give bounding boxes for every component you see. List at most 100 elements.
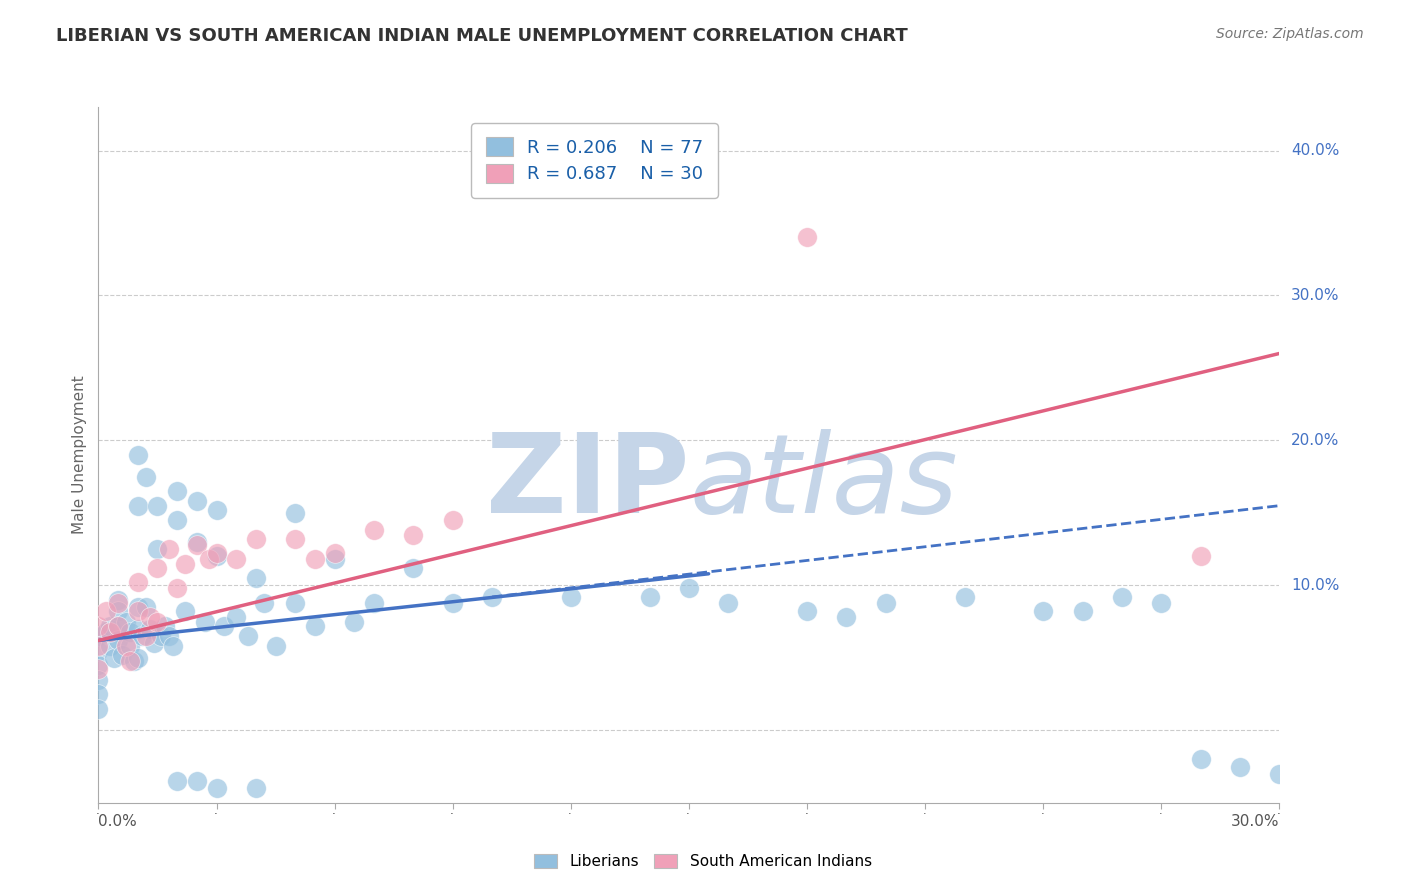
Y-axis label: Male Unemployment: Male Unemployment: [72, 376, 87, 534]
Point: [304, 619, 326, 633]
Point: [284, 596, 307, 610]
Point: [98, 639, 121, 653]
Point: [127, 605, 149, 619]
Point: [87, 687, 110, 701]
Point: [363, 596, 385, 610]
Point: [835, 610, 858, 624]
Point: [135, 600, 157, 615]
Text: 20.0%: 20.0%: [1291, 433, 1340, 448]
Point: [245, 571, 267, 585]
Text: ZIP: ZIP: [485, 429, 689, 536]
Point: [214, 619, 236, 633]
Point: [796, 230, 818, 244]
Point: [225, 552, 247, 566]
Point: [1032, 605, 1054, 619]
Point: [115, 639, 138, 653]
Point: [245, 781, 267, 796]
Point: [205, 546, 228, 561]
Point: [107, 633, 129, 648]
Point: [135, 469, 157, 483]
Point: [304, 552, 326, 566]
Point: [118, 624, 141, 639]
Point: [166, 582, 188, 596]
Point: [127, 651, 149, 665]
Point: [441, 596, 464, 610]
Point: [638, 590, 661, 604]
Point: [1268, 766, 1291, 781]
Point: [174, 605, 197, 619]
Point: [174, 557, 197, 571]
Point: [186, 494, 208, 508]
Text: 10.0%: 10.0%: [1291, 578, 1340, 593]
Point: [796, 605, 818, 619]
Text: atlas: atlas: [689, 429, 957, 536]
Point: [150, 629, 173, 643]
Point: [122, 654, 145, 668]
Point: [87, 643, 110, 657]
Point: [87, 639, 110, 653]
Point: [135, 629, 157, 643]
Point: [98, 619, 121, 633]
Point: [166, 774, 188, 789]
Point: [127, 499, 149, 513]
Point: [1229, 759, 1251, 773]
Point: [118, 639, 141, 653]
Point: [194, 615, 217, 629]
Point: [253, 596, 276, 610]
Point: [245, 532, 267, 546]
Point: [87, 662, 110, 676]
Point: [157, 542, 180, 557]
Point: [127, 575, 149, 590]
Point: [323, 552, 346, 566]
Point: [157, 629, 180, 643]
Point: [343, 615, 366, 629]
Point: [1189, 549, 1212, 564]
Point: [1150, 596, 1173, 610]
Point: [953, 590, 976, 604]
Point: [96, 624, 118, 639]
Point: [236, 629, 259, 643]
Point: [264, 639, 287, 653]
Point: [481, 590, 503, 604]
Point: [127, 600, 149, 615]
Point: [118, 654, 141, 668]
Point: [678, 582, 700, 596]
Point: [96, 605, 118, 619]
Text: LIBERIAN VS SOUTH AMERICAN INDIAN MALE UNEMPLOYMENT CORRELATION CHART: LIBERIAN VS SOUTH AMERICAN INDIAN MALE U…: [56, 27, 908, 45]
Point: [205, 503, 228, 517]
Legend: R = 0.206    N = 77, R = 0.687    N = 30: R = 0.206 N = 77, R = 0.687 N = 30: [471, 123, 717, 198]
Point: [107, 592, 129, 607]
Point: [186, 774, 208, 789]
Point: [560, 590, 582, 604]
Point: [166, 484, 188, 499]
Point: [87, 619, 110, 633]
Point: [717, 596, 740, 610]
Point: [284, 532, 307, 546]
Point: [363, 523, 385, 537]
Point: [205, 549, 228, 564]
Point: [103, 651, 125, 665]
Point: [186, 534, 208, 549]
Point: [138, 622, 160, 636]
Point: [225, 610, 247, 624]
Point: [146, 561, 169, 575]
Point: [323, 546, 346, 561]
Point: [87, 629, 110, 643]
Point: [107, 619, 129, 633]
Point: [1111, 590, 1133, 604]
Point: [107, 596, 129, 610]
Text: 0.0%: 0.0%: [98, 814, 138, 830]
Point: [115, 615, 138, 629]
Point: [155, 619, 177, 633]
Point: [146, 542, 169, 557]
Point: [87, 658, 110, 673]
Point: [111, 648, 134, 662]
Point: [131, 629, 153, 643]
Legend: Liberians, South American Indians: Liberians, South American Indians: [529, 848, 877, 875]
Point: [146, 615, 169, 629]
Text: 30.0%: 30.0%: [1232, 814, 1279, 830]
Point: [875, 596, 897, 610]
Point: [166, 513, 188, 527]
Point: [127, 622, 149, 636]
Text: 40.0%: 40.0%: [1291, 143, 1340, 158]
